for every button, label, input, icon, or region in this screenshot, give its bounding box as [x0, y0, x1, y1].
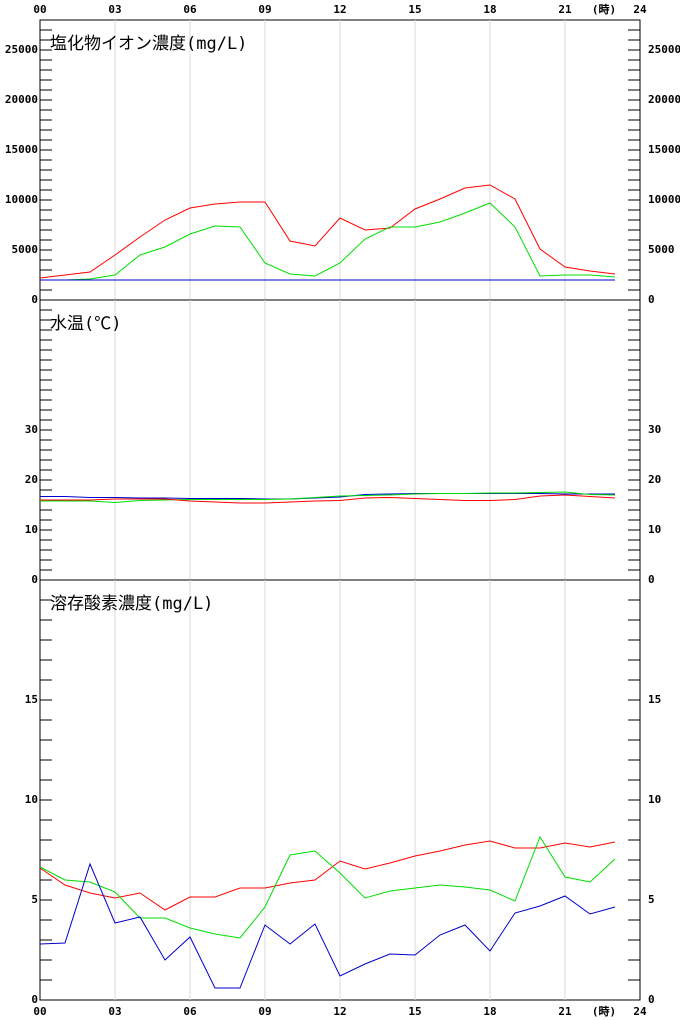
- y-tick-label-right: 20000: [648, 93, 680, 106]
- y-tick-label: 10000: [5, 193, 38, 206]
- y-tick-label-right: 5: [648, 893, 655, 906]
- series-line: [39, 840, 616, 911]
- panel-title: 溶存酸素濃度(mg/L): [50, 594, 213, 614]
- x-tick-label: 12: [333, 1005, 346, 1018]
- y-tick-label: 30: [25, 423, 38, 436]
- x-tick-label: 06: [183, 1005, 197, 1018]
- y-tick-label-right: 0: [648, 993, 655, 1006]
- y-tick-label: 5000: [12, 243, 39, 256]
- x-tick-label: 18: [483, 3, 496, 16]
- y-tick-label-right: 5000: [648, 243, 675, 256]
- y-tick-label-right: 15: [648, 693, 661, 706]
- x-tick-label: 24: [633, 1005, 647, 1018]
- series-line: [40, 202, 616, 281]
- x-axis-label: (時): [592, 2, 616, 16]
- y-tick-label: 0: [31, 993, 38, 1006]
- y-tick-label-right: 10: [648, 523, 661, 536]
- x-tick-label: 03: [108, 1005, 121, 1018]
- x-tick-label: 12: [333, 3, 346, 16]
- y-tick-label-right: 10000: [648, 193, 680, 206]
- x-tick-label: 15: [408, 3, 421, 16]
- panel-title: 塩化物イオン濃度(mg/L): [50, 34, 247, 54]
- x-tick-label: 09: [258, 1005, 271, 1018]
- series-line: [40, 491, 616, 504]
- x-tick-label: 00: [33, 1005, 46, 1018]
- y-tick-label-right: 25000: [648, 43, 680, 56]
- y-tick-label-right: 0: [648, 573, 655, 586]
- y-tick-label: 0: [31, 293, 38, 306]
- y-tick-label: 20000: [5, 93, 38, 106]
- x-tick-label: 15: [408, 1005, 421, 1018]
- series-line: [39, 862, 616, 989]
- x-tick-label: 03: [108, 3, 121, 16]
- series-line: [39, 184, 616, 279]
- y-tick-label: 10: [25, 523, 38, 536]
- y-tick-label-right: 10: [648, 793, 661, 806]
- x-tick-label: 06: [183, 3, 197, 16]
- y-tick-label: 5: [31, 893, 38, 906]
- y-tick-label: 25000: [5, 43, 38, 56]
- series-line: [40, 494, 616, 504]
- y-tick-label: 15000: [5, 143, 38, 156]
- x-axis-label: (時): [592, 1004, 616, 1018]
- x-tick-label: 21: [558, 3, 572, 16]
- y-tick-label-right: 15000: [648, 143, 680, 156]
- x-tick-label: 24: [633, 3, 647, 16]
- x-tick-label: 00: [33, 3, 46, 16]
- x-tick-label: 18: [483, 1005, 496, 1018]
- y-tick-label: 15: [25, 693, 38, 706]
- panel-title: 水温(℃): [50, 314, 121, 334]
- x-tick-label: 21: [558, 1005, 572, 1018]
- y-tick-label-right: 20: [648, 473, 661, 486]
- y-tick-label-right: 30: [648, 423, 661, 436]
- y-tick-label: 20: [25, 473, 38, 486]
- y-tick-label-right: 0: [648, 293, 655, 306]
- y-tick-label: 0: [31, 573, 38, 586]
- y-tick-label: 10: [25, 793, 38, 806]
- x-tick-label: 09: [258, 3, 271, 16]
- series-line: [40, 493, 615, 500]
- series-line: [39, 835, 616, 939]
